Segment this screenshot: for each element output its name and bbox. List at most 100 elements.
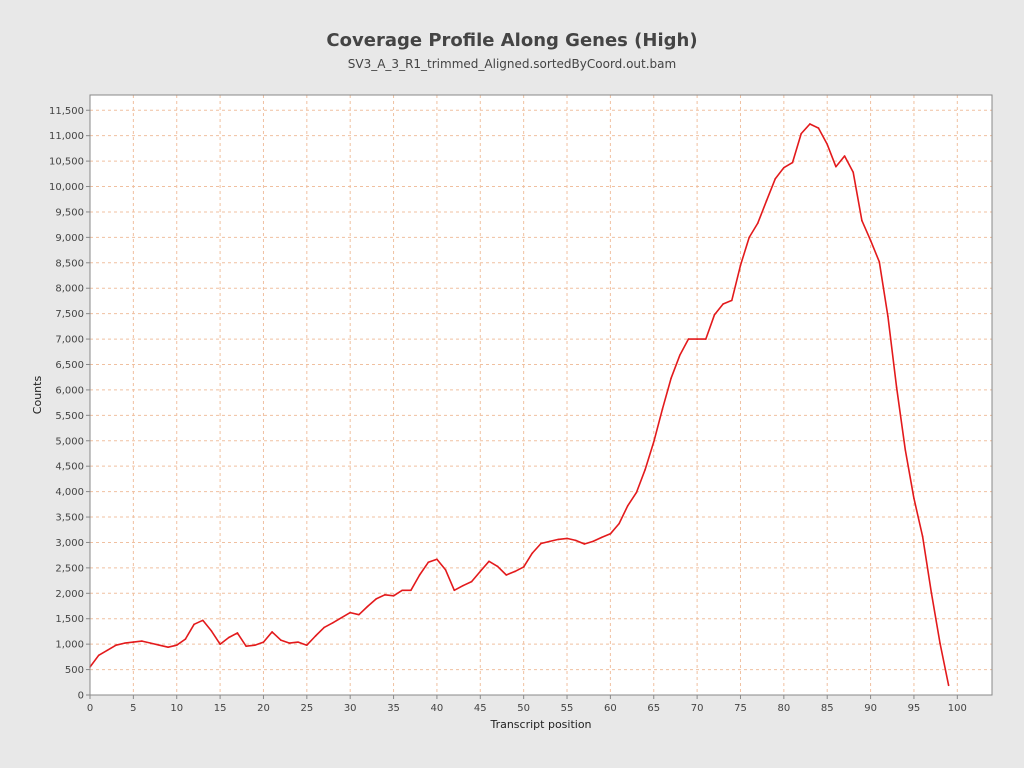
plot-border [89,94,993,696]
data-point [678,354,681,357]
data-point [106,649,109,652]
x-tick-label: 10 [170,703,183,714]
data-point [704,338,707,340]
x-tick-label: 50 [517,703,530,714]
data-point [687,338,690,340]
data-point [895,386,898,389]
data-point [783,166,785,169]
data-point [748,236,750,239]
x-tick-label: 30 [344,703,357,714]
data-point [349,611,351,614]
x-tick-label: 60 [604,703,617,714]
data-point [410,589,412,592]
data-point [904,449,907,451]
data-point [288,642,291,644]
data-point [774,178,776,180]
chart-title: Coverage Profile Along Genes (High) [326,30,698,51]
y-tick-label: 5,000 [55,436,84,447]
data-point [722,303,724,305]
data-point [453,589,456,592]
data-point [644,468,646,471]
y-axis-title: Counts [31,376,44,415]
series-points [89,123,950,687]
y-tick-label: 4,500 [55,462,84,473]
y-tick-label: 8,500 [55,258,84,269]
data-point [236,632,239,634]
y-axis-ticks: 0 500 1,000 1,500 2,000 2,500 3,000 3,500 4,000 4… [49,106,90,702]
x-tick-label: 40 [431,703,444,714]
data-point [175,644,178,646]
data-point [713,313,716,316]
data-point [557,538,560,541]
data-point [219,643,221,645]
data-point [826,143,829,146]
data-point [332,621,334,624]
data-point [306,644,308,646]
data-point [245,645,247,647]
y-tick-label: 11,000 [49,131,84,142]
x-tick-label: 0 [87,703,93,714]
data-point [566,537,568,540]
data-point [123,642,126,644]
y-tick-label: 5,500 [55,411,84,422]
y-tick-label: 1,500 [55,614,84,625]
y-tick-label: 8,000 [55,284,84,295]
y-tick-label: 500 [65,665,84,676]
data-point [444,569,447,571]
x-tick-label: 45 [474,703,487,714]
x-tick-label: 5 [130,703,136,714]
data-point [800,132,802,135]
y-tick-label: 11,500 [49,106,84,117]
data-point [462,584,464,587]
data-point [496,565,499,568]
data-point [540,542,542,545]
y-tick-label: 6,000 [55,385,84,396]
x-axis-title: Transcript position [489,718,591,731]
y-tick-label: 6,500 [55,360,84,371]
data-point [210,630,213,632]
data-point [731,299,733,302]
data-point [600,536,603,539]
data-point [323,626,325,629]
y-tick-label: 3,000 [55,538,84,549]
data-point [869,239,872,242]
data-point [618,522,620,525]
data-point [488,560,490,563]
x-tick-label: 90 [864,703,877,714]
data-point [262,641,265,643]
data-point [271,631,273,633]
data-point [930,591,933,594]
data-point [522,566,525,568]
x-tick-label: 25 [300,703,313,714]
data-point [852,171,855,174]
data-point [184,638,187,640]
x-tick-label: 85 [821,703,834,714]
x-tick-label: 35 [387,703,400,714]
data-point [652,440,655,443]
data-point [757,222,759,224]
x-tick-label: 80 [777,703,790,714]
data-point [297,641,299,643]
data-point [141,640,143,642]
data-point [280,639,282,641]
data-point [479,570,482,573]
data-point [505,574,508,576]
data-point [314,635,317,637]
y-tick-label: 1,000 [55,640,84,651]
data-point [592,540,594,543]
data-point [97,654,100,657]
data-point [436,558,438,561]
y-tick-label: 2,500 [55,563,84,574]
data-point [939,642,941,644]
data-point [947,684,950,687]
x-axis-ticks: 0 5 10 15 20 25 30 35 40 45 50 55 60 65 70 75 80 85 90 95 10… [87,695,967,714]
data-point [392,595,395,597]
data-point [609,533,612,535]
data-point [193,623,195,626]
data-point [887,315,889,317]
series-line [89,123,950,686]
data-point [765,199,768,202]
data-point [626,505,629,507]
x-tick-label: 20 [257,703,270,714]
data-point [358,613,360,616]
